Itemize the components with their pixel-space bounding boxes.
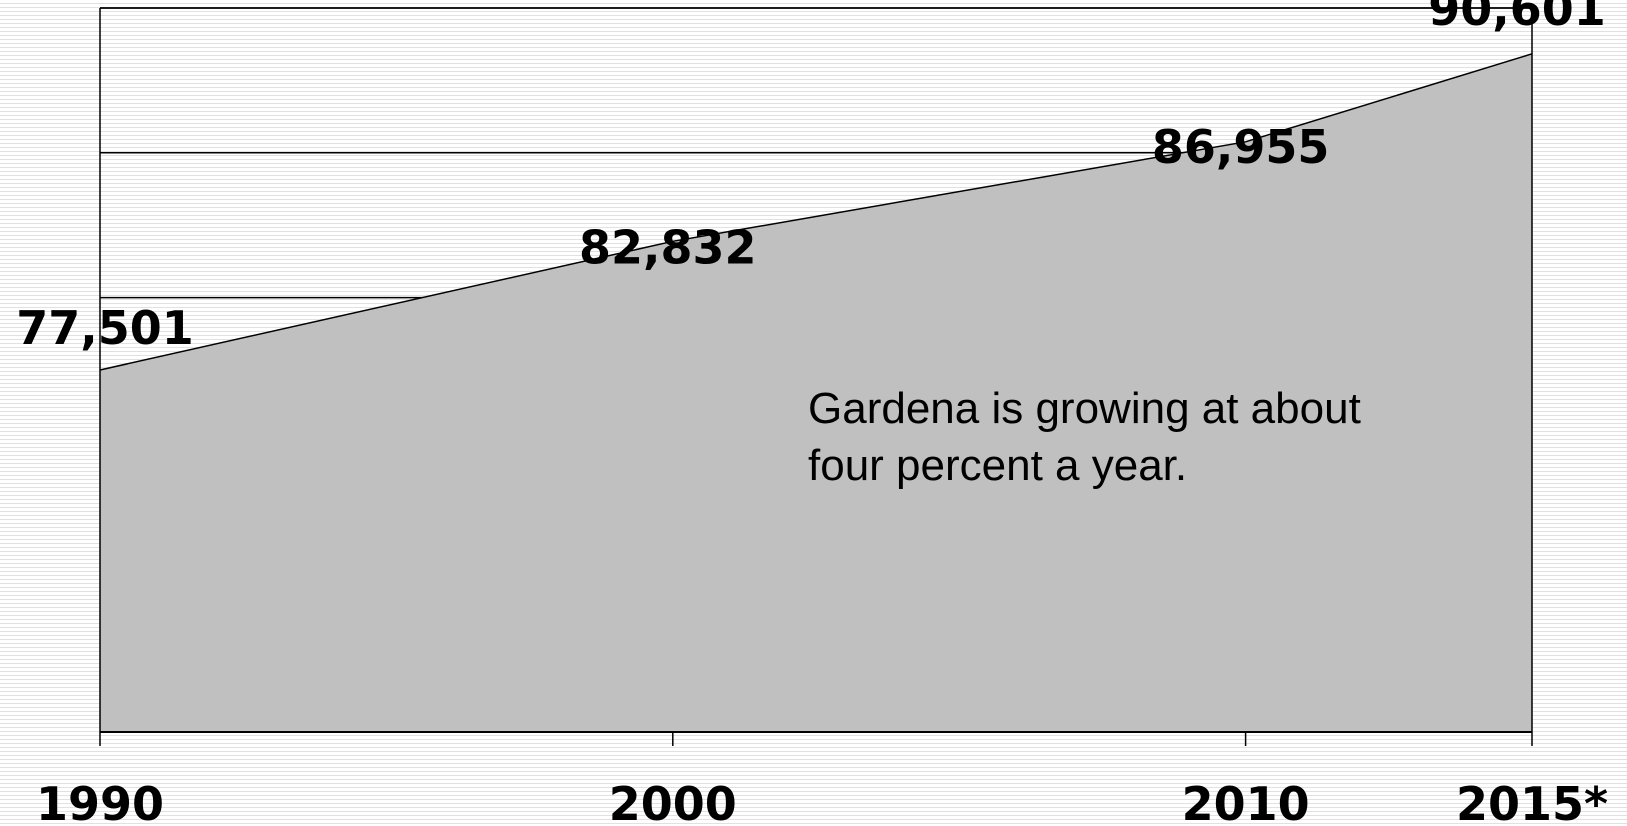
- x-tick-label-1990: 1990: [36, 777, 164, 826]
- data-label-2010: 86,955: [1152, 120, 1330, 174]
- x-axis-ticks: [99, 732, 1533, 746]
- growth-annotation: Gardena is growing at about four percent…: [808, 384, 1361, 490]
- x-tick-label-2015*: 2015*: [1456, 777, 1608, 826]
- data-label-2000: 82,832: [579, 220, 757, 274]
- area-fill: [100, 53, 1532, 732]
- area-series: [99, 53, 1533, 732]
- data-labels: 77,501 82,832 86,955 90,601: [16, 0, 1606, 355]
- plot-frame: [99, 7, 1533, 733]
- data-label-1990: 77,501: [16, 301, 194, 355]
- x-tick-labels: 1990 2000 2010 2015*: [36, 777, 1608, 826]
- area-line: [99, 53, 1533, 371]
- data-label-2015*: 90,601: [1428, 0, 1606, 36]
- x-tick-label-2010: 2010: [1182, 777, 1310, 826]
- x-tick-label-2000: 2000: [609, 777, 737, 826]
